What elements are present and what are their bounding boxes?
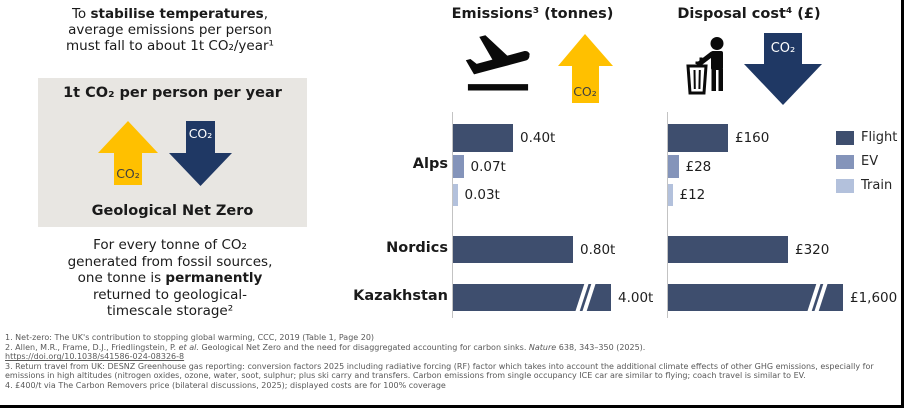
bar-value-label: 0.03t bbox=[464, 187, 500, 203]
bar-disposal-alps-flight: £160 bbox=[668, 124, 769, 152]
legend-item-flight: Flight bbox=[836, 130, 897, 145]
footnotes: 1. Net-zero: The UK's contribution to st… bbox=[5, 333, 891, 391]
category-label-alps: Alps bbox=[412, 156, 448, 172]
disposal-co2-down-arrow: CO₂ bbox=[744, 33, 822, 105]
net-zero-box-heading: 1t CO₂ per person per year bbox=[63, 85, 282, 101]
plane-takeoff-icon bbox=[465, 35, 530, 91]
legend: Flight EV Train bbox=[836, 130, 897, 193]
legend-label: EV bbox=[861, 154, 879, 169]
footnote-2-link-line: https://doi.org/10.1038/s41586-024-08326… bbox=[5, 352, 891, 362]
co2-up-arrow: CO₂ bbox=[98, 121, 158, 185]
bar-disposal-nordics-flight: £320 bbox=[668, 236, 829, 263]
bar-emissions-alps-ev: 0.07t bbox=[453, 155, 506, 178]
emissions-co2-up-arrow: CO₂ bbox=[558, 34, 613, 103]
bar-emissions-kazakhstan-flight: 4.00t bbox=[453, 278, 653, 317]
footnote-3: 3. Return travel from UK: DESNZ Greenhou… bbox=[5, 361, 874, 381]
outro-line-4: returned to geological- bbox=[92, 286, 248, 303]
disposal-chart-title: Disposal cost⁴ (£) bbox=[677, 6, 821, 22]
footnote-2: 2. Allen, M.R., Frame, D.J., Friedlingst… bbox=[5, 342, 646, 352]
doi-link[interactable]: https://doi.org/10.1038/s41586-024-08326… bbox=[5, 352, 185, 362]
outro-line-5: timescale storage² bbox=[106, 303, 234, 319]
net-zero-box-caption: Geological Net Zero bbox=[91, 203, 254, 219]
legend-label: Flight bbox=[861, 130, 898, 145]
emissions-chart-title: Emissions³ (tonnes) bbox=[451, 6, 614, 22]
co2-down-arrow: CO₂ bbox=[169, 121, 232, 186]
bar-value-label: £320 bbox=[795, 241, 830, 258]
emissions-arrow-label: CO₂ bbox=[573, 84, 597, 99]
bar-value-label: 0.80t bbox=[580, 241, 616, 258]
footnote-1: 1. Net-zero: The UK's contribution to st… bbox=[5, 333, 375, 342]
axis-break bbox=[806, 278, 829, 317]
person-litter-bin-icon bbox=[686, 37, 724, 95]
co2-down-arrow-label: CO₂ bbox=[189, 126, 213, 141]
bar-emissions-alps-train: 0.03t bbox=[453, 184, 500, 206]
bar-emissions-nordics-flight: 0.80t bbox=[453, 236, 615, 263]
bar-emissions-alps-flight: 0.40t bbox=[453, 124, 555, 152]
legend-swatch-ev bbox=[836, 154, 854, 169]
bar-value-label: 4.00t bbox=[618, 289, 654, 306]
outro-text: For every tonne of CO₂ generated from fo… bbox=[15, 237, 325, 320]
net-zero-box: 1t CO₂ per person per year CO₂ CO₂ Geolo… bbox=[38, 78, 307, 227]
legend-swatch-train bbox=[836, 178, 854, 193]
category-label-kazakhstan: Kazakhstan bbox=[353, 288, 448, 304]
co2-up-arrow-label: CO₂ bbox=[116, 166, 140, 181]
outro-line-2: generated from fossil sources, bbox=[67, 253, 273, 270]
bar-disposal-kazakhstan-flight: £1,600 bbox=[668, 278, 897, 317]
intro-text: To stabilise temperatures, average emiss… bbox=[15, 6, 325, 54]
footnote-4: 4. £400/t via The Carbon Removers price … bbox=[5, 380, 446, 390]
emissions-axis-line bbox=[452, 112, 453, 318]
category-label-nordics: Nordics bbox=[386, 240, 448, 256]
axis-break bbox=[574, 278, 597, 317]
bar-value-label: £28 bbox=[685, 158, 712, 175]
bar-disposal-alps-ev: £28 bbox=[668, 155, 711, 178]
intro-line-3: must fall to about 1t CO₂/year¹ bbox=[66, 38, 274, 54]
bar-value-label: £160 bbox=[735, 130, 770, 146]
legend-item-train: Train bbox=[836, 178, 897, 193]
bar-value-label: 0.40t bbox=[520, 130, 556, 146]
legend-label: Train bbox=[861, 178, 893, 193]
outro-line-3: one tonne is permanently bbox=[77, 270, 263, 286]
bar-disposal-alps-train: £12 bbox=[668, 184, 705, 206]
disposal-axis-line bbox=[667, 112, 668, 318]
bar-value-label: 0.07t bbox=[470, 158, 506, 175]
bar-value-label: £1,600 bbox=[850, 289, 898, 306]
legend-swatch-flight bbox=[836, 130, 854, 145]
intro-line-2: average emissions per person bbox=[68, 22, 272, 38]
legend-item-ev: EV bbox=[836, 154, 897, 169]
disposal-arrow-label: CO₂ bbox=[771, 41, 796, 56]
intro-line-1: To stabilise temperatures, bbox=[71, 6, 269, 22]
outro-line-1: For every tonne of CO₂ bbox=[93, 237, 247, 253]
bar-value-label: £12 bbox=[679, 187, 706, 203]
